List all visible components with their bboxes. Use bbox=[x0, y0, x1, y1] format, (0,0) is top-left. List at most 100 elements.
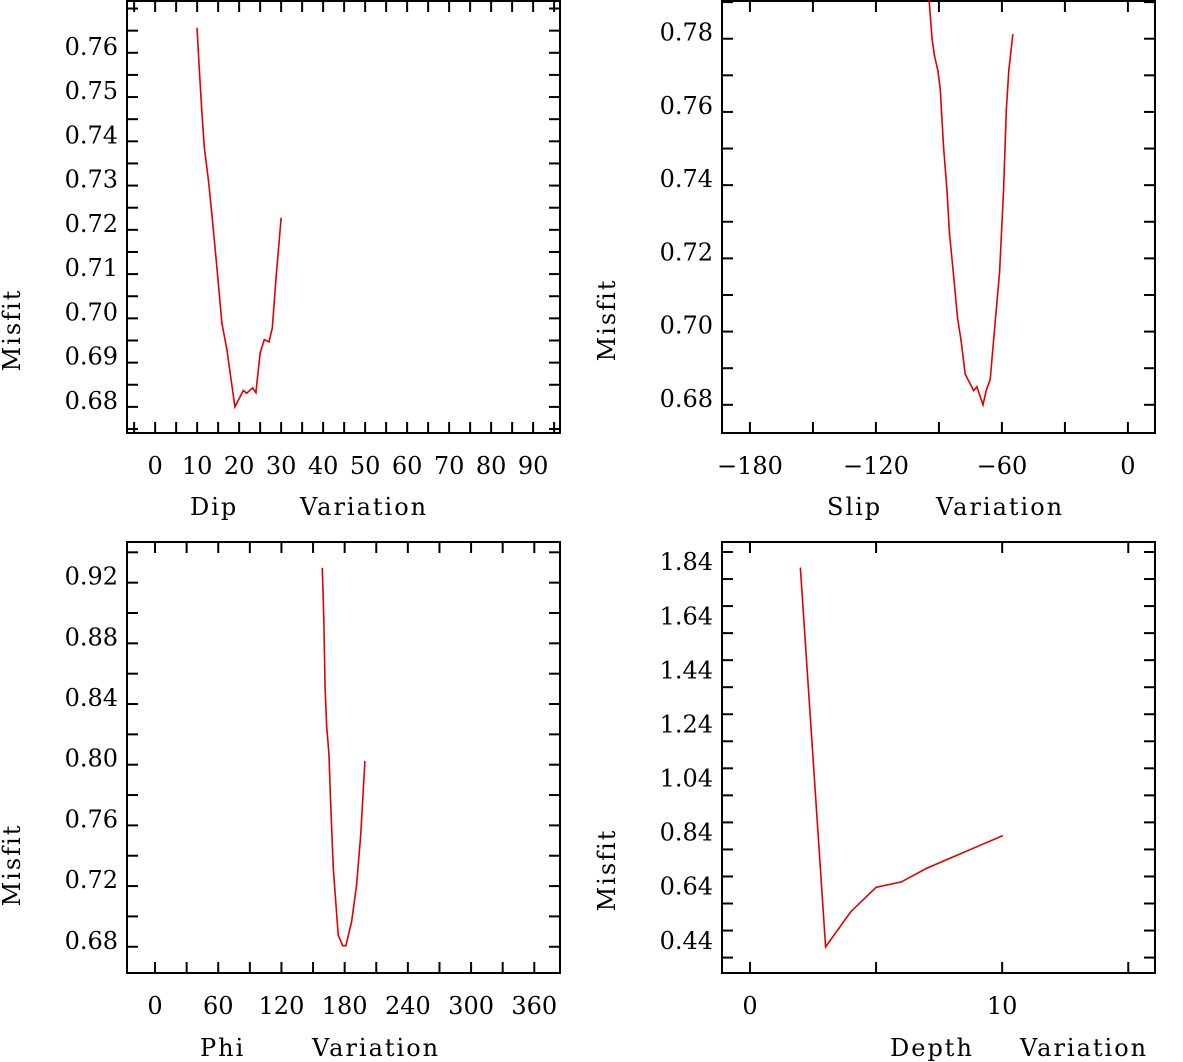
y-tick-label: 0.44 bbox=[660, 927, 713, 955]
plot-frame bbox=[126, 0, 561, 434]
data-point bbox=[985, 389, 987, 392]
data-point bbox=[956, 317, 959, 320]
plot-frame bbox=[721, 0, 1156, 434]
y-tick-label: 0.72 bbox=[65, 210, 118, 238]
y-axis-title: Misfit bbox=[593, 279, 621, 362]
data-point bbox=[998, 271, 1001, 273]
data-point bbox=[211, 212, 213, 215]
panel-depth: Misfit Depth Variation 0 10 0.44 0.64 0.84 1.… bbox=[593, 541, 1156, 1062]
data-point bbox=[355, 884, 358, 886]
data-point bbox=[937, 69, 939, 72]
x-tick-label: 60 bbox=[392, 452, 423, 480]
y-axis-title: Misfit bbox=[0, 289, 26, 372]
y-tick-label: 0.92 bbox=[65, 563, 118, 591]
data-point bbox=[259, 352, 261, 355]
x-tick-label: 90 bbox=[518, 452, 549, 480]
y-tick-label: 0.74 bbox=[65, 121, 118, 149]
y-tick-label: 0.84 bbox=[65, 684, 118, 712]
data-point bbox=[275, 276, 277, 278]
data-point bbox=[325, 724, 328, 726]
misfit-line bbox=[321, 568, 366, 947]
data-point bbox=[799, 567, 802, 570]
x-tick-label: −180 bbox=[717, 452, 783, 480]
y-tick-label: 0.68 bbox=[660, 385, 713, 413]
data-point bbox=[221, 322, 223, 325]
data-point bbox=[242, 389, 245, 392]
data-point bbox=[976, 845, 978, 848]
x-tick-label: 0 bbox=[742, 992, 757, 1020]
data-point bbox=[1012, 33, 1014, 36]
x-tick-label: −60 bbox=[977, 452, 1028, 480]
data-point bbox=[1005, 109, 1008, 111]
data-point bbox=[942, 145, 945, 147]
x-axis-title-variation: Variation bbox=[299, 493, 428, 521]
data-point bbox=[268, 341, 270, 343]
y-tick-label: 0.70 bbox=[660, 312, 713, 340]
data-point bbox=[964, 373, 966, 375]
data-point bbox=[263, 338, 266, 341]
y-tick-label: 0.88 bbox=[65, 623, 118, 651]
y-tick-label: 0.69 bbox=[65, 343, 118, 371]
x-tick-label: 50 bbox=[350, 452, 381, 480]
y-tick-label: 0.76 bbox=[65, 805, 118, 833]
data-point bbox=[200, 109, 203, 112]
data-point bbox=[982, 404, 984, 406]
data-point bbox=[972, 389, 975, 392]
x-tick-label: 240 bbox=[385, 992, 431, 1020]
data-point bbox=[350, 920, 353, 923]
x-tick-label: 40 bbox=[308, 452, 339, 480]
data-point bbox=[329, 800, 332, 803]
x-axis-title-variation: Variation bbox=[311, 1034, 440, 1062]
data-point bbox=[989, 378, 991, 381]
x-tick-label: 30 bbox=[266, 452, 297, 480]
x-axis-title-variation: Variation bbox=[1019, 1034, 1148, 1062]
data-point bbox=[196, 27, 198, 30]
misfit-line bbox=[928, 0, 1014, 408]
x-tick-label: 20 bbox=[224, 452, 255, 480]
data-point bbox=[1002, 188, 1005, 190]
data-point bbox=[952, 274, 955, 277]
data-point bbox=[345, 944, 347, 947]
data-point bbox=[251, 387, 254, 389]
data-point bbox=[328, 754, 330, 756]
data-point bbox=[245, 392, 248, 394]
data-point bbox=[1001, 835, 1003, 837]
data-point bbox=[226, 349, 228, 352]
data-point bbox=[255, 391, 257, 394]
data-point bbox=[1008, 69, 1010, 72]
y-tick-label: 0.76 bbox=[65, 33, 118, 61]
data-point bbox=[271, 327, 274, 329]
x-tick-label: −120 bbox=[843, 452, 909, 480]
y-tick-label: 0.68 bbox=[65, 387, 118, 415]
data-point bbox=[933, 55, 936, 57]
x-tick-label: 60 bbox=[203, 992, 234, 1020]
x-axis-title-param: Phi bbox=[200, 1034, 245, 1062]
data-point bbox=[323, 620, 325, 623]
data-point bbox=[321, 567, 324, 570]
data-point bbox=[824, 945, 827, 948]
y-tick-label: 0.78 bbox=[660, 19, 713, 47]
x-tick-label: 10 bbox=[987, 992, 1018, 1020]
data-point bbox=[234, 406, 236, 408]
x-tick-label: 0 bbox=[147, 452, 162, 480]
x-tick-label: 70 bbox=[434, 452, 465, 480]
data-point bbox=[280, 217, 282, 220]
x-tick-label: 0 bbox=[1120, 452, 1135, 480]
plot-frame bbox=[126, 541, 561, 974]
x-axis-title-param: Depth bbox=[890, 1034, 974, 1062]
data-point bbox=[337, 934, 340, 936]
y-tick-label: 0.75 bbox=[65, 77, 118, 105]
x-tick-label: 0 bbox=[147, 992, 162, 1020]
data-point bbox=[207, 179, 210, 182]
x-tick-label: 10 bbox=[182, 452, 213, 480]
y-tick-label: 1.24 bbox=[660, 710, 713, 738]
x-tick-label: 180 bbox=[322, 992, 368, 1020]
data-point bbox=[950, 856, 953, 859]
y-tick-label: 1.04 bbox=[660, 765, 713, 793]
data-point bbox=[976, 386, 978, 388]
data-point bbox=[203, 146, 206, 149]
x-tick-label: 360 bbox=[511, 992, 557, 1020]
data-point bbox=[198, 66, 201, 69]
x-tick-label: 80 bbox=[476, 452, 507, 480]
